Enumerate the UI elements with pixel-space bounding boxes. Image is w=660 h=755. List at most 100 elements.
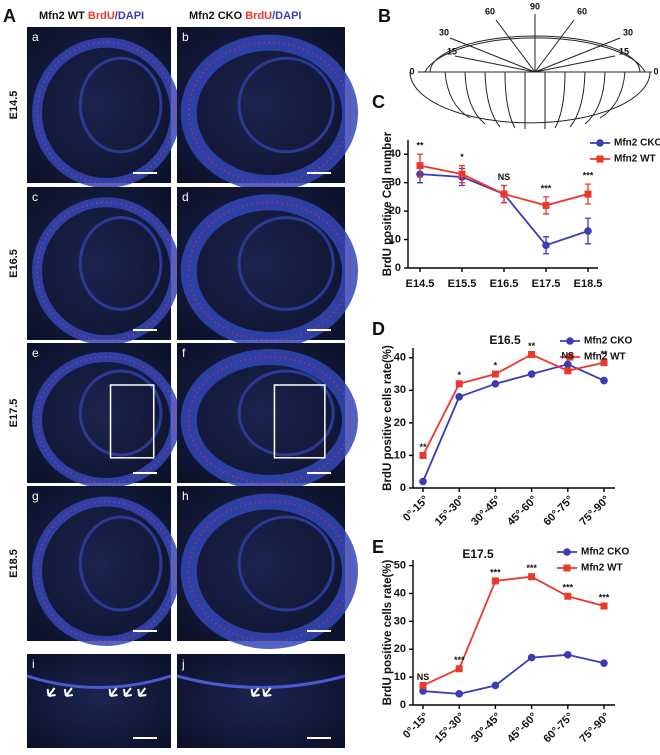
data-point: [419, 451, 427, 459]
significance-label: ***: [563, 583, 574, 593]
y-axis-label: BrdU positive cells rate(%): [382, 345, 394, 491]
brdu-signal: [187, 500, 352, 642]
significance-label: ***: [490, 567, 501, 577]
significance-label: **: [528, 341, 536, 351]
panel-letter: D: [372, 319, 385, 339]
retina-diagram: [409, 14, 652, 129]
data-point: [491, 681, 500, 690]
image-letter: e: [32, 346, 39, 360]
legend-marker: [596, 155, 604, 163]
x-tick-label: 0°-15°: [401, 711, 431, 741]
chart-title: E16.5: [489, 333, 521, 347]
significance-label: **: [600, 349, 608, 359]
micrograph: c: [27, 187, 181, 345]
data-point: [527, 653, 536, 662]
data-point: [416, 162, 424, 170]
image-letter: i: [32, 657, 35, 671]
brdu-signal: [187, 201, 352, 341]
data-point: [491, 370, 499, 378]
y-tick-label: 20: [389, 205, 401, 217]
image-bg: [177, 654, 345, 748]
angle-label: 0: [409, 66, 414, 76]
data-point: [542, 201, 550, 209]
x-tick-label: 60°-75°: [541, 711, 576, 746]
data-point: [564, 592, 572, 600]
data-point: [455, 690, 464, 698]
micrograph: a: [27, 27, 181, 188]
data-point: [419, 687, 427, 695]
angle-label: 90: [530, 1, 540, 11]
significance-label: NS: [562, 351, 575, 361]
image-letter: h: [182, 489, 189, 503]
legend-label: Mfn2 CKO: [581, 547, 630, 558]
zoom-box: [109, 384, 155, 459]
x-tick-label: E15.5: [448, 278, 477, 290]
lens: [237, 216, 335, 311]
row-label: E18.5: [8, 549, 20, 578]
x-tick-label: E16.5: [490, 278, 519, 290]
header-part: Mfn2 CKO: [189, 10, 245, 22]
brdu-signal: [36, 356, 177, 484]
data-point: [500, 190, 508, 198]
series-line: [422, 363, 605, 482]
data-point: [564, 651, 572, 659]
significance-label: ***: [454, 655, 465, 665]
series-line: [422, 653, 605, 695]
header-part: /DAPI: [115, 10, 144, 22]
lens: [237, 369, 335, 457]
header-part: BrdU: [245, 10, 272, 22]
zoom-box: [273, 384, 326, 459]
significance-label: *: [457, 370, 461, 380]
legend-label: Mfn2 WT: [584, 352, 626, 363]
data-point: [600, 376, 608, 385]
data-point: [564, 367, 572, 375]
angle-label: 15: [619, 46, 629, 56]
x-tick-label: 30°-45°: [469, 711, 504, 746]
arrow: [122, 687, 133, 697]
lens: [78, 56, 163, 154]
lens: [237, 515, 335, 612]
panel-letter: E: [372, 537, 384, 557]
micrograph: f: [177, 343, 359, 491]
micrograph: e: [27, 343, 181, 488]
arrow: [63, 687, 74, 697]
data-point: [600, 659, 608, 667]
angle-label: 60: [485, 6, 495, 16]
x-tick-label: 30°-45°: [469, 494, 504, 529]
chart-title: E17.5: [462, 547, 494, 561]
y-tick-label: 50: [394, 559, 406, 571]
image-bg: [27, 654, 171, 748]
y-tick-label: 10: [394, 449, 406, 461]
panel-letter: C: [372, 92, 385, 112]
y-tick-label: 10: [394, 671, 406, 683]
brdu-signal: [36, 41, 177, 184]
micrograph: h: [177, 486, 359, 649]
row-label: E16.5: [8, 249, 20, 278]
angle-label: 60: [577, 6, 587, 16]
column-header: Mfn2 WT BrdU/DAPI: [39, 10, 144, 22]
header-part: Mfn2 WT: [39, 10, 88, 22]
legend-marker: [563, 548, 571, 556]
arrow: [250, 687, 260, 697]
x-tick-label: 15°-30°: [433, 711, 468, 746]
image-letter: d: [182, 190, 189, 204]
x-tick-label: 60°-75°: [541, 494, 576, 529]
data-point: [491, 577, 499, 585]
row-label: E17.5: [8, 399, 20, 428]
significance-label: **: [416, 141, 424, 151]
x-tick-label: E17.5: [532, 278, 561, 290]
brdu-signal: [187, 356, 352, 484]
y-tick-label: 30: [394, 615, 406, 627]
y-tick-label: 40: [394, 352, 406, 364]
micrograph: d: [177, 187, 359, 348]
lens: [237, 56, 335, 154]
x-tick-label: E18.5: [574, 278, 603, 290]
x-tick-label: 15°-30°: [433, 494, 468, 529]
micrograph: i: [26, 654, 172, 748]
brdu-signal: [36, 201, 177, 341]
y-tick-label: 20: [394, 643, 406, 655]
y-tick-label: 40: [389, 148, 401, 160]
data-point: [528, 573, 536, 581]
data-point: [600, 602, 608, 610]
significance-label: NS: [498, 172, 511, 182]
